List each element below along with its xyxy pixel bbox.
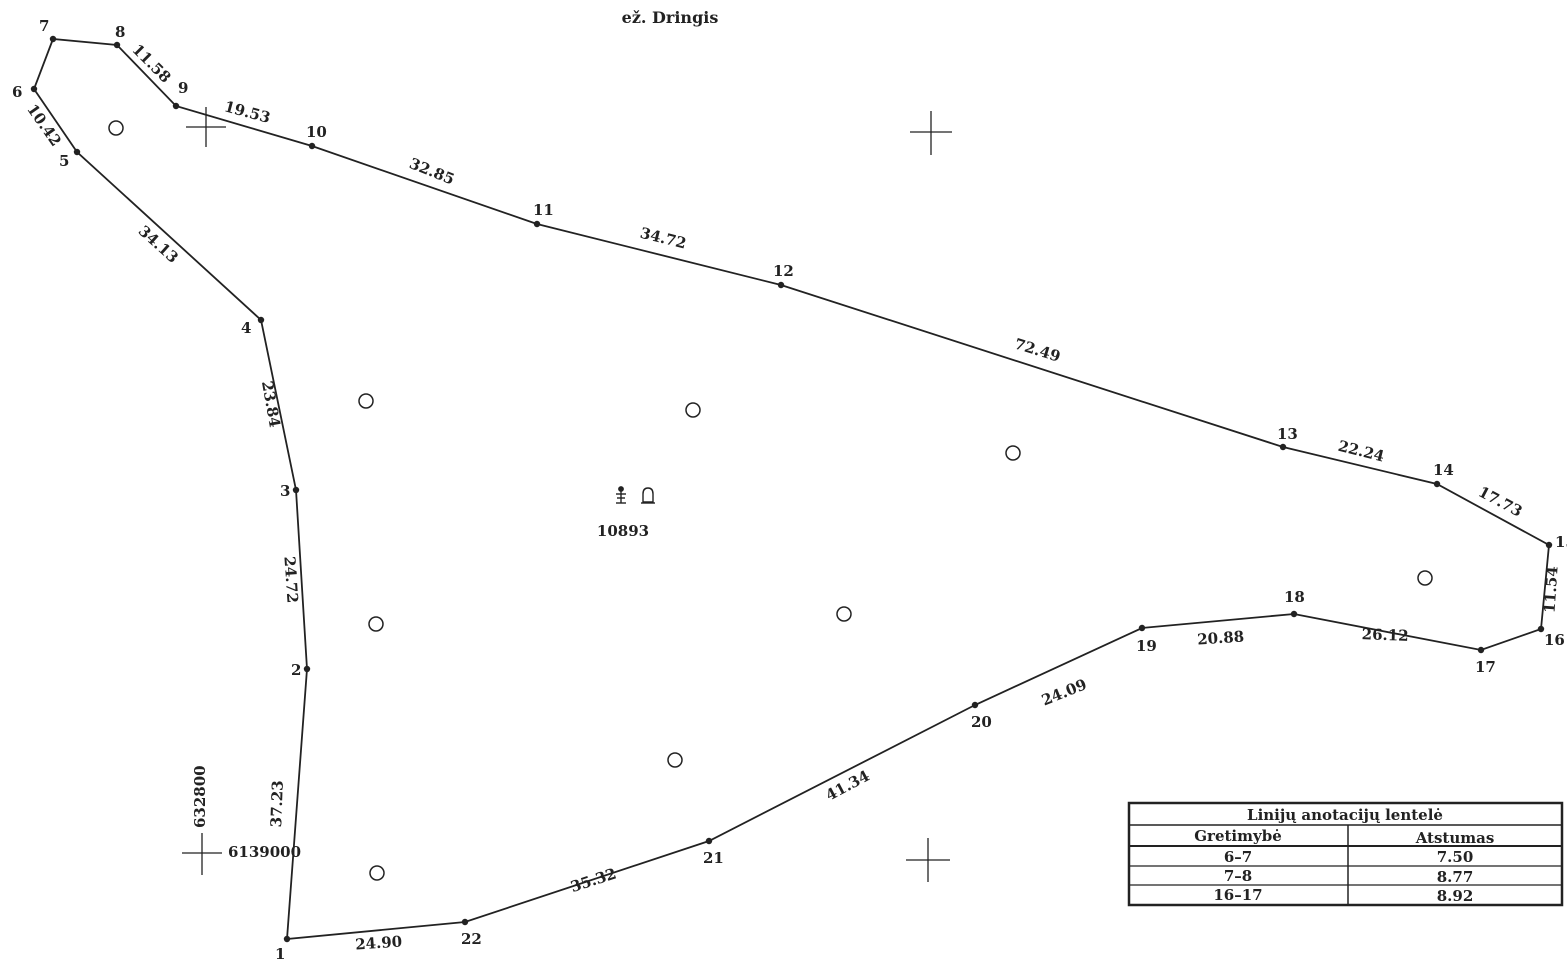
northing-label: 6139000 xyxy=(228,843,301,861)
boundary-point-label: 20 xyxy=(971,713,992,731)
tree-circle-icon xyxy=(1417,570,1433,586)
segment-length-label: 23.84 xyxy=(258,379,284,428)
tree-circle-icon xyxy=(836,606,852,622)
tree-circle-icon xyxy=(685,402,701,418)
boundary-point-marker xyxy=(1433,480,1441,488)
boundary-point-marker xyxy=(257,316,265,324)
segment-length-label: 11.54 xyxy=(1540,566,1561,614)
annotation-table: Linijų anotacijų lentelė Gretimybė Atstu… xyxy=(1127,801,1564,907)
boundary-point-marker xyxy=(533,220,541,228)
annotation-table-title: Linijų anotacijų lentelė xyxy=(1247,806,1443,824)
boundary-point-label: 9 xyxy=(178,79,188,97)
forest-and-building-symbol-icon xyxy=(616,486,655,504)
boundary-point-label: 10 xyxy=(306,123,327,141)
boundary-point-label: 12 xyxy=(773,262,794,280)
segment-length-label: 20.88 xyxy=(1197,627,1245,648)
boundary-point-marker xyxy=(113,41,121,49)
boundary-points: 12345678910111213141516171819202122 xyxy=(12,17,1567,962)
boundary-point-label: 14 xyxy=(1433,461,1454,479)
grid-cross-icon xyxy=(186,107,226,147)
grid-cross-icon xyxy=(910,111,952,155)
boundary-point-label: 2 xyxy=(291,661,301,679)
boundary-point-label: 11 xyxy=(533,201,554,219)
easting-label: 632800 xyxy=(191,765,209,828)
boundary-point-label: 5 xyxy=(59,152,69,170)
boundary-point-label: 21 xyxy=(703,849,724,867)
boundary-point-marker xyxy=(705,837,713,845)
boundary-point-marker xyxy=(971,701,979,709)
tree-markers xyxy=(108,120,1433,881)
boundary-point-marker xyxy=(777,281,785,289)
grid-cross-icon xyxy=(182,833,222,875)
annotation-table-cell: 7–8 xyxy=(1224,867,1252,885)
parcel-number: 10893 xyxy=(597,522,649,540)
annotation-table-cell: 8.92 xyxy=(1437,887,1474,905)
boundary-point-marker xyxy=(303,665,311,673)
boundary-point-marker xyxy=(1279,443,1287,451)
boundary-point-label: 16 xyxy=(1544,631,1565,649)
tree-circle-icon xyxy=(369,865,385,881)
boundary-point-label: 17 xyxy=(1475,658,1496,676)
segment-length-label: 24.72 xyxy=(280,556,301,604)
annotation-table-cell: 7.50 xyxy=(1437,848,1474,866)
tree-circle-icon xyxy=(358,393,374,409)
segment-length-label: 17.73 xyxy=(1475,483,1525,521)
boundary-point-marker xyxy=(1545,541,1553,549)
boundary-point-marker xyxy=(1477,646,1485,654)
boundary-point-label: 19 xyxy=(1136,637,1157,655)
boundary-point-label: 7 xyxy=(39,17,49,35)
boundary-point-marker xyxy=(283,935,291,943)
grid-cross-icon xyxy=(906,838,950,882)
boundary-point-label: 15 xyxy=(1555,533,1567,551)
tree-circle-icon xyxy=(368,616,384,632)
annotation-table-header-distance: Atstumas xyxy=(1415,829,1495,847)
segment-length-label: 24.09 xyxy=(1039,675,1089,709)
boundary-point-marker xyxy=(30,85,38,93)
boundary-point-label: 18 xyxy=(1284,588,1305,606)
boundary-point-marker xyxy=(461,918,469,926)
segment-length-label: 24.90 xyxy=(355,932,403,953)
map-title: ež. Dringis xyxy=(622,8,719,27)
boundary-point-label: 4 xyxy=(241,319,251,337)
boundary-point-marker xyxy=(73,148,81,156)
segment-length-label: 41.34 xyxy=(823,767,873,805)
segment-length-label: 72.49 xyxy=(1012,335,1062,366)
segment-length-label: 37.23 xyxy=(267,780,287,828)
boundary-point-marker xyxy=(308,142,316,150)
annotation-table-cell: 8.77 xyxy=(1437,868,1474,886)
boundary-point-marker xyxy=(1290,610,1298,618)
segment-length-label: 32.85 xyxy=(407,154,457,188)
tree-circle-icon xyxy=(667,752,683,768)
boundary-point-marker xyxy=(1537,625,1545,633)
annotation-table-header-neighbor: Gretimybė xyxy=(1194,827,1282,845)
segment-length-label: 26.12 xyxy=(1361,625,1409,645)
grid-crosses xyxy=(182,107,952,882)
segment-length-label: 35.32 xyxy=(568,864,618,896)
boundary-point-label: 13 xyxy=(1277,425,1298,443)
boundary-point-label: 22 xyxy=(461,930,482,948)
boundary-point-marker xyxy=(292,486,300,494)
boundary-point-marker xyxy=(172,102,180,110)
segment-length-label: 34.72 xyxy=(638,224,688,253)
segment-length-label: 34.13 xyxy=(135,222,182,267)
boundary-point-label: 3 xyxy=(280,482,290,500)
boundary-point-label: 8 xyxy=(115,23,125,41)
tree-circle-icon xyxy=(108,120,124,136)
annotation-table-cell: 16–17 xyxy=(1213,886,1262,904)
boundary-point-label: 1 xyxy=(275,945,285,962)
boundary-point-marker xyxy=(49,35,57,43)
tree-circle-icon xyxy=(1005,445,1021,461)
boundary-point-marker xyxy=(1138,624,1146,632)
annotation-table-cell: 6–7 xyxy=(1224,848,1252,866)
boundary-point-label: 6 xyxy=(12,83,22,101)
